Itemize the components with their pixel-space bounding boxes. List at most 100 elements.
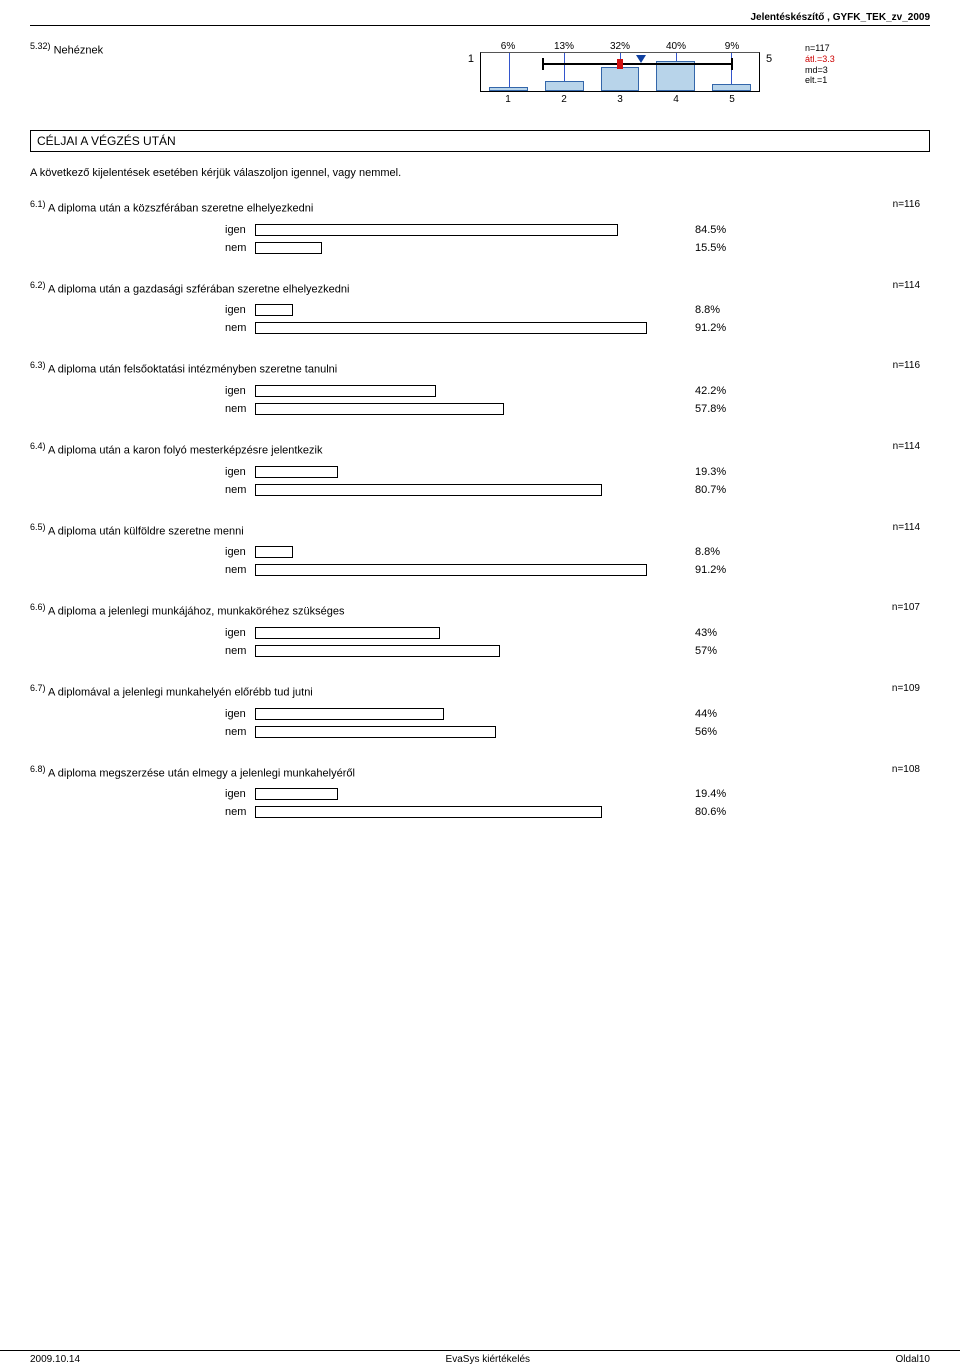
bar-fill xyxy=(255,484,602,496)
bar-row: nem 56% xyxy=(30,725,930,739)
bar-value: 8.8% xyxy=(685,304,745,316)
bar-row: nem91.2% xyxy=(30,563,930,577)
question-block: 6.4) A diploma után a karon folyó mester… xyxy=(30,441,930,497)
bar-fill xyxy=(255,385,436,397)
bar-row: nem 80.6% xyxy=(30,805,930,819)
bar-label: nem xyxy=(30,726,255,738)
bar-value: 19.4% xyxy=(685,788,745,800)
question-block: 6.5) A diploma után külföldre szeretne m… xyxy=(30,522,930,578)
question-text: A diploma megszerzése után elmegy a jele… xyxy=(46,767,355,779)
bar-track xyxy=(255,223,685,237)
bar-row: igen 44% xyxy=(30,707,930,721)
likert-axis-label: 1 xyxy=(480,94,536,105)
bar-row: igen19.3% xyxy=(30,465,930,479)
bar-row: nem 57.8% xyxy=(30,402,930,416)
bar-fill xyxy=(255,304,293,316)
bar-value: 57.8% xyxy=(685,403,745,415)
bar-track xyxy=(255,644,685,658)
bar-fill xyxy=(255,466,338,478)
question-block: 6.8) A diploma megszerzése után elmegy a… xyxy=(30,764,930,820)
section-title: CÉLJAI A VÉGZÉS UTÁN xyxy=(30,130,930,152)
bar-value: 56% xyxy=(685,726,745,738)
section-intro: A következő kijelentések esetében kérjük… xyxy=(30,167,930,179)
likert-pct-label: 9% xyxy=(704,41,760,52)
question-number: 6.6) xyxy=(30,602,46,612)
question-number: 6.4) xyxy=(30,441,46,451)
bar-row: igen8.8% xyxy=(30,545,930,559)
question-text: Nehéznek xyxy=(54,45,104,57)
question-n: n=107 xyxy=(892,602,930,618)
stat-n: n=117 xyxy=(805,43,860,54)
question-text: A diploma után felsőoktatási intézménybe… xyxy=(46,364,338,376)
likert-axis-label: 5 xyxy=(704,94,760,105)
question-block: 6.6) A diploma a jelenlegi munkájához, m… xyxy=(30,602,930,658)
question-n: n=116 xyxy=(893,199,930,215)
bar-row: nem 91.2% xyxy=(30,321,930,335)
likert-axis-label: 2 xyxy=(536,94,592,105)
bar-row: igen 43% xyxy=(30,626,930,640)
bar-row: igen 19.4% xyxy=(30,787,930,801)
question-n: n=109 xyxy=(892,683,930,699)
bar-value: 44% xyxy=(685,708,745,720)
bar-value: 84.5% xyxy=(685,224,745,236)
bar-fill xyxy=(255,224,618,236)
bar-fill xyxy=(255,546,293,558)
question-number: 6.5) xyxy=(30,522,46,532)
question-n: n=114 xyxy=(893,441,930,457)
bar-value: 80.6% xyxy=(685,806,745,818)
bar-track xyxy=(255,725,685,739)
question-number: 5.32) xyxy=(30,41,51,51)
bar-row: nem 15.5% xyxy=(30,241,930,255)
bar-label: nem xyxy=(30,484,255,496)
bar-row: igen42.2% xyxy=(30,384,930,398)
bar-label: nem xyxy=(30,806,255,818)
bar-fill xyxy=(255,564,647,576)
likert-pct-label: 40% xyxy=(648,41,704,52)
bar-track xyxy=(255,545,685,559)
question-block: 6.1) A diploma után a közszférában szere… xyxy=(30,199,930,255)
bar-fill xyxy=(255,788,338,800)
bar-value: 15.5% xyxy=(685,242,745,254)
bar-fill xyxy=(255,806,602,818)
bar-label: igen xyxy=(30,708,255,720)
question-n: n=114 xyxy=(893,522,930,538)
likert-anchor-left: 1 xyxy=(450,41,480,105)
question-text: A diploma a jelenlegi munkájához, munkak… xyxy=(46,606,345,618)
bar-value: 80.7% xyxy=(685,484,745,496)
bar-value: 57% xyxy=(685,645,745,657)
likert-axis-label: 3 xyxy=(592,94,648,105)
bar-label: nem xyxy=(30,242,255,254)
footer-page: Oldal10 xyxy=(896,1354,930,1365)
question-n: n=114 xyxy=(893,280,930,296)
bar-label: nem xyxy=(30,645,255,657)
question-text: A diploma után a közszférában szeretne e… xyxy=(46,203,314,215)
bar-track xyxy=(255,626,685,640)
bar-row: igen84.5% xyxy=(30,223,930,237)
bar-label: nem xyxy=(30,564,255,576)
question-block: 6.7) A diplomával a jelenlegi munkahelyé… xyxy=(30,683,930,739)
question-number: 6.3) xyxy=(30,360,46,370)
question-n: n=108 xyxy=(892,764,930,780)
bar-value: 42.2% xyxy=(685,385,745,397)
likert-pct-label: 32% xyxy=(592,41,648,52)
bar-fill xyxy=(255,645,500,657)
bar-value: 43% xyxy=(685,627,745,639)
stat-median: md=3 xyxy=(805,65,860,76)
likert-question-label: 5.32) Nehéznek xyxy=(30,41,450,57)
likert-pct-label: 13% xyxy=(536,41,592,52)
bar-track xyxy=(255,787,685,801)
question-number: 6.2) xyxy=(30,280,46,290)
bar-label: nem xyxy=(30,403,255,415)
bar-fill xyxy=(255,322,647,334)
bar-label: igen xyxy=(30,788,255,800)
question-text: A diploma után a karon folyó mesterképzé… xyxy=(46,445,323,457)
bar-track xyxy=(255,563,685,577)
bar-label: igen xyxy=(30,627,255,639)
question-number: 6.7) xyxy=(30,683,46,693)
bar-track xyxy=(255,384,685,398)
bar-value: 91.2% xyxy=(685,322,745,334)
bar-track xyxy=(255,321,685,335)
bar-fill xyxy=(255,726,496,738)
bar-label: nem xyxy=(30,322,255,334)
likert-row: 5.32) Nehéznek 1 6%13%32%40%9% 12345 5 n… xyxy=(30,41,930,105)
